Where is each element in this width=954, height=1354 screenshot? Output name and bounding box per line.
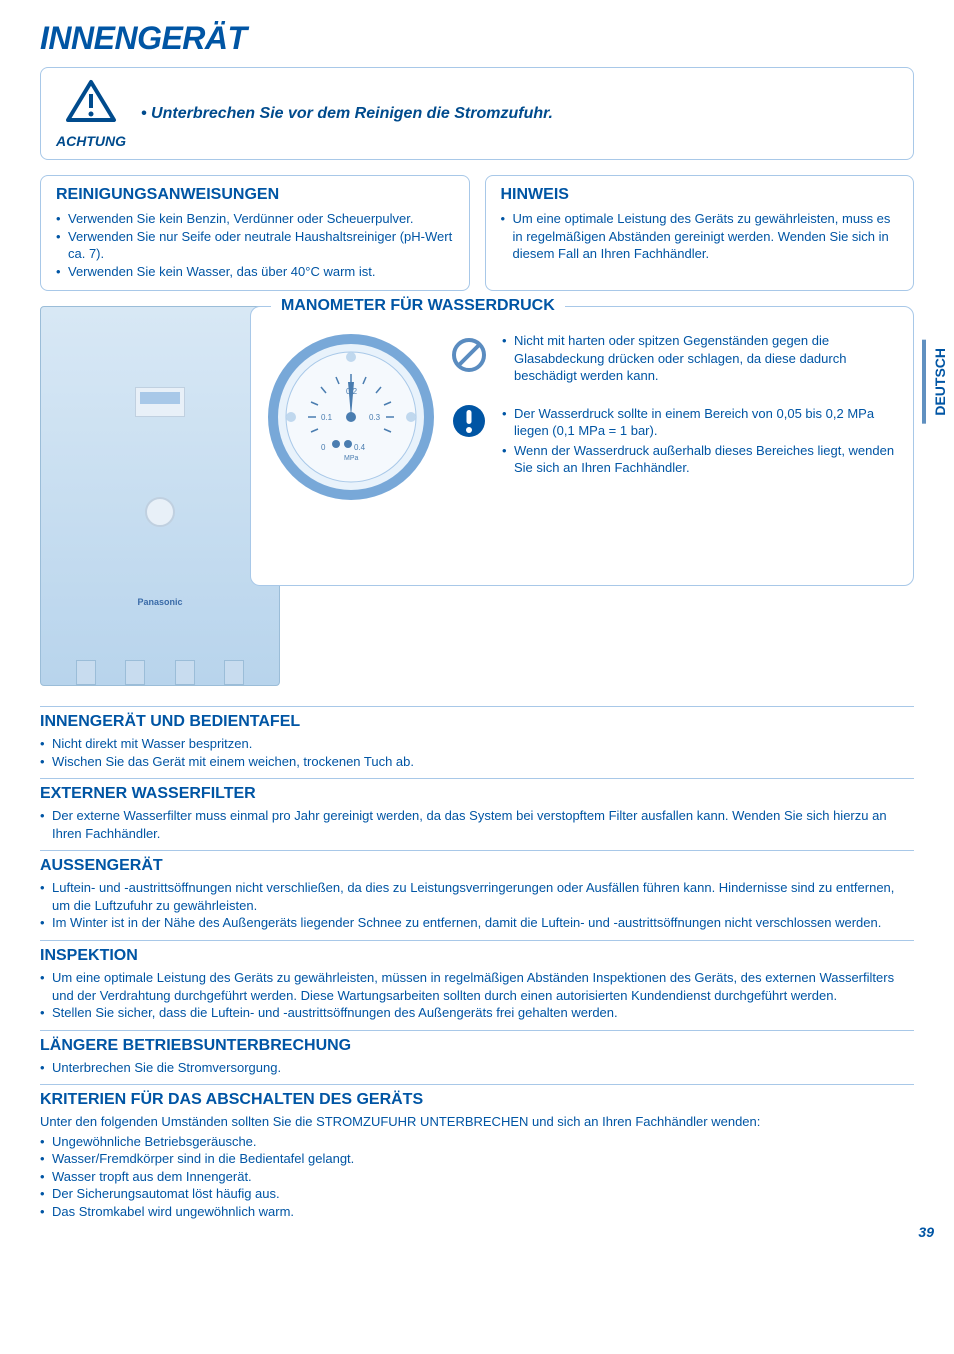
list-item: Wenn der Wasserdruck außerhalb dieses Be… <box>502 442 898 477</box>
list-item: Das Stromkabel wird ungewöhnlich warm. <box>40 1203 914 1221</box>
warning-box: ACHTUNG • Unterbrechen Sie vor dem Reini… <box>40 67 914 160</box>
shutdown-intro: Unter den folgenden Umständen sollten Si… <box>40 1113 914 1131</box>
section-inner-panel: INNENGERÄT UND BEDIENTAFEL Nicht direkt … <box>40 706 914 779</box>
language-tab: DEUTSCH <box>922 340 954 424</box>
alert-circle-icon <box>451 403 487 439</box>
list-item: Wasser/Fremdkörper sind in die Bedientaf… <box>40 1150 914 1168</box>
list-item: Verwenden Sie kein Wasser, das über 40°C… <box>56 263 454 281</box>
unit-gauge-icon <box>145 497 175 527</box>
warning-icon-wrap: ACHTUNG <box>56 78 126 149</box>
unit-brand-label: Panasonic <box>137 597 182 607</box>
section-outdoor: AUSSENGERÄT Luftein- und -austrittsöffnu… <box>40 851 914 941</box>
manometer-text: Nicht mit harten oder spitzen Gegenständ… <box>502 332 898 502</box>
hint-box: HINWEIS Um eine optimale Leistung des Ge… <box>485 175 915 291</box>
unit-pipes <box>61 650 259 685</box>
list-item: Nicht direkt mit Wasser bespritzen. <box>40 735 914 753</box>
section-title: KRITERIEN FÜR DAS ABSCHALTEN DES GERÄTS <box>40 1091 914 1109</box>
list-item: Um eine optimale Leistung des Geräts zu … <box>501 210 899 263</box>
pressure-gauge-image: 0.1 0.2 0.3 0.4 0 MPa <box>266 332 436 502</box>
list-item: Um eine optimale Leistung des Geräts zu … <box>40 969 914 1004</box>
manometer-title: MANOMETER FÜR WASSERDRUCK <box>271 297 565 315</box>
cleaning-header: REINIGUNGSANWEISUNGEN <box>56 186 454 204</box>
warning-text: • Unterbrechen Sie vor dem Reinigen die … <box>141 105 553 123</box>
section-title: LÄNGERE BETRIEBSUNTERBRECHUNG <box>40 1037 914 1055</box>
list-item: Der externe Wasserfilter muss einmal pro… <box>40 807 914 842</box>
section-inspection: INSPEKTION Um eine optimale Leistung des… <box>40 941 914 1031</box>
warning-triangle-icon <box>64 78 118 124</box>
page-title: INNENGERÄT <box>40 20 914 57</box>
list-item: Verwenden Sie nur Seife oder neutrale Ha… <box>56 228 454 263</box>
cleaning-instructions-box: REINIGUNGSANWEISUNGEN Verwenden Sie kein… <box>40 175 470 291</box>
section-filter: EXTERNER WASSERFILTER Der externe Wasser… <box>40 779 914 851</box>
list-item: Luftein- und -austrittsöffnungen nicht v… <box>40 879 914 914</box>
svg-text:0.3: 0.3 <box>369 413 381 422</box>
section-shutdown: KRITERIEN FÜR DAS ABSCHALTEN DES GERÄTS … <box>40 1085 914 1228</box>
svg-text:0.4: 0.4 <box>354 443 366 452</box>
list-item: Im Winter ist in der Nähe des Außengerät… <box>40 914 914 932</box>
section-title: EXTERNER WASSERFILTER <box>40 785 914 803</box>
svg-text:0.1: 0.1 <box>321 413 333 422</box>
list-item: Verwenden Sie kein Benzin, Verdünner ode… <box>56 210 454 228</box>
list-item: Wasser tropft aus dem Innengerät. <box>40 1168 914 1186</box>
hint-header: HINWEIS <box>501 186 899 204</box>
list-item: Nicht mit harten oder spitzen Gegenständ… <box>502 332 898 385</box>
prohibit-icon <box>451 337 487 373</box>
manometer-icons <box>451 332 487 502</box>
page-number: 39 <box>918 1224 934 1240</box>
warning-label: ACHTUNG <box>56 133 126 149</box>
indoor-unit-image: Panasonic <box>40 306 280 686</box>
svg-text:MPa: MPa <box>344 455 359 462</box>
svg-text:0: 0 <box>321 443 326 452</box>
cleaning-list: Verwenden Sie kein Benzin, Verdünner ode… <box>56 210 454 280</box>
list-item: Ungewöhnliche Betriebsgeräusche. <box>40 1133 914 1151</box>
list-item: Der Sicherungsautomat löst häufig aus. <box>40 1185 914 1203</box>
list-item: Stellen Sie sicher, dass die Luftein- un… <box>40 1004 914 1022</box>
list-item: Der Wasserdruck sollte in einem Bereich … <box>502 405 898 440</box>
manometer-box: MANOMETER FÜR WASSERDRUCK <box>250 306 914 586</box>
list-item: Wischen Sie das Gerät mit einem weichen,… <box>40 753 914 771</box>
section-title: AUSSENGERÄT <box>40 857 914 875</box>
section-title: INNENGERÄT UND BEDIENTAFEL <box>40 713 914 731</box>
list-item: Unterbrechen Sie die Stromversorgung. <box>40 1059 914 1077</box>
section-title: INSPEKTION <box>40 947 914 965</box>
section-long-break: LÄNGERE BETRIEBSUNTERBRECHUNG Unterbrech… <box>40 1031 914 1086</box>
unit-control-panel <box>135 387 185 417</box>
hint-list: Um eine optimale Leistung des Geräts zu … <box>501 210 899 263</box>
